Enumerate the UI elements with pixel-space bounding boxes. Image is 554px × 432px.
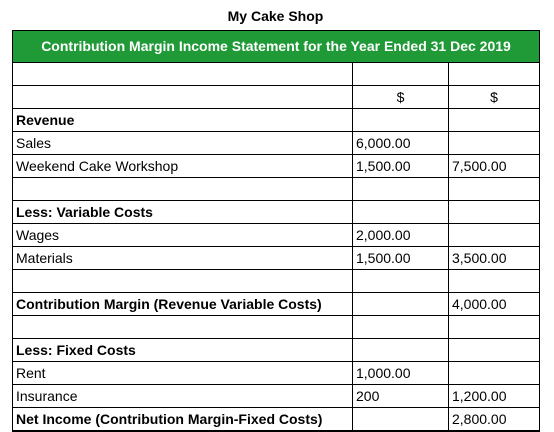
row-value-1 — [352, 315, 449, 339]
row-label: Net Income (Contribution Margin-Fixed Co… — [12, 407, 353, 432]
blank-row — [12, 177, 541, 201]
row-label: Rent — [12, 361, 353, 385]
row-value-2 — [447, 361, 541, 385]
row-label: Wages — [12, 223, 353, 247]
section-heading-row: Less: Fixed Costs — [12, 338, 541, 362]
section-heading-row: Less: Variable Costs — [12, 200, 541, 224]
row-value-2 — [447, 108, 541, 132]
row-label: Less: Fixed Costs — [12, 338, 353, 362]
currency-header-row: $ $ — [12, 85, 541, 109]
row-label: Weekend Cake Workshop — [12, 154, 353, 178]
table-row: Rent 1,000.00 — [12, 361, 541, 385]
currency-header-2: $ — [447, 85, 541, 109]
blank-row — [12, 269, 541, 293]
row-label — [12, 62, 353, 86]
row-value-1: 1,500.00 — [352, 154, 449, 178]
section-heading-row: Revenue — [12, 108, 541, 132]
shop-title: My Cake Shop — [227, 8, 324, 24]
blank-row — [12, 62, 541, 86]
row-value-1 — [352, 269, 449, 293]
row-value-2: 2,800.00 — [447, 407, 541, 432]
contribution-margin-row: Contribution Margin (Revenue Variable Co… — [12, 292, 541, 316]
row-value-1 — [352, 292, 449, 316]
table-row: Insurance 200 1,200.00 — [12, 384, 541, 408]
income-statement-table: Contribution Margin Income Statement for… — [11, 30, 541, 432]
row-value-2: 3,500.00 — [447, 246, 541, 270]
row-value-2 — [447, 338, 541, 362]
row-label: Materials — [12, 246, 353, 270]
row-value-1: 200 — [352, 384, 449, 408]
row-value-2 — [447, 200, 541, 224]
row-value-1: 1,000.00 — [352, 361, 449, 385]
row-label: Insurance — [12, 384, 353, 408]
row-label: Sales — [12, 131, 353, 155]
table-row: Weekend Cake Workshop 1,500.00 7,500.00 — [12, 154, 541, 178]
row-value-2 — [447, 223, 541, 247]
row-value-2 — [447, 315, 541, 339]
row-value-1 — [352, 177, 449, 201]
row-value-2: 7,500.00 — [447, 154, 541, 178]
row-label: Less: Variable Costs — [12, 200, 353, 224]
table-row: Wages 2,000.00 — [12, 223, 541, 247]
row-value-2: 4,000.00 — [447, 292, 541, 316]
table-row: Materials 1,500.00 3,500.00 — [12, 246, 541, 270]
row-label — [12, 177, 353, 201]
statement-banner-row: Contribution Margin Income Statement for… — [11, 30, 541, 63]
net-income-row: Net Income (Contribution Margin-Fixed Co… — [12, 407, 541, 432]
row-label: Revenue — [12, 108, 353, 132]
row-value-1: 1,500.00 — [352, 246, 449, 270]
row-label — [12, 85, 353, 109]
row-value-1 — [352, 407, 449, 432]
table-row: Sales 6,000.00 — [12, 131, 541, 155]
row-value-2 — [447, 177, 541, 201]
row-label — [12, 315, 353, 339]
row-value-2 — [447, 62, 541, 86]
row-value-2: 1,200.00 — [447, 384, 541, 408]
row-value-1 — [352, 200, 449, 224]
statement-title: Contribution Margin Income Statement for… — [11, 30, 541, 63]
row-value-1 — [352, 338, 449, 362]
row-value-1: 6,000.00 — [352, 131, 449, 155]
row-value-2 — [447, 269, 541, 293]
blank-row — [12, 315, 541, 339]
row-label: Contribution Margin (Revenue Variable Co… — [12, 292, 353, 316]
currency-header-1: $ — [352, 85, 449, 109]
row-value-1: 2,000.00 — [352, 223, 449, 247]
row-value-1 — [352, 108, 449, 132]
row-label — [12, 269, 353, 293]
row-value-2 — [447, 131, 541, 155]
row-value-1 — [352, 62, 449, 86]
